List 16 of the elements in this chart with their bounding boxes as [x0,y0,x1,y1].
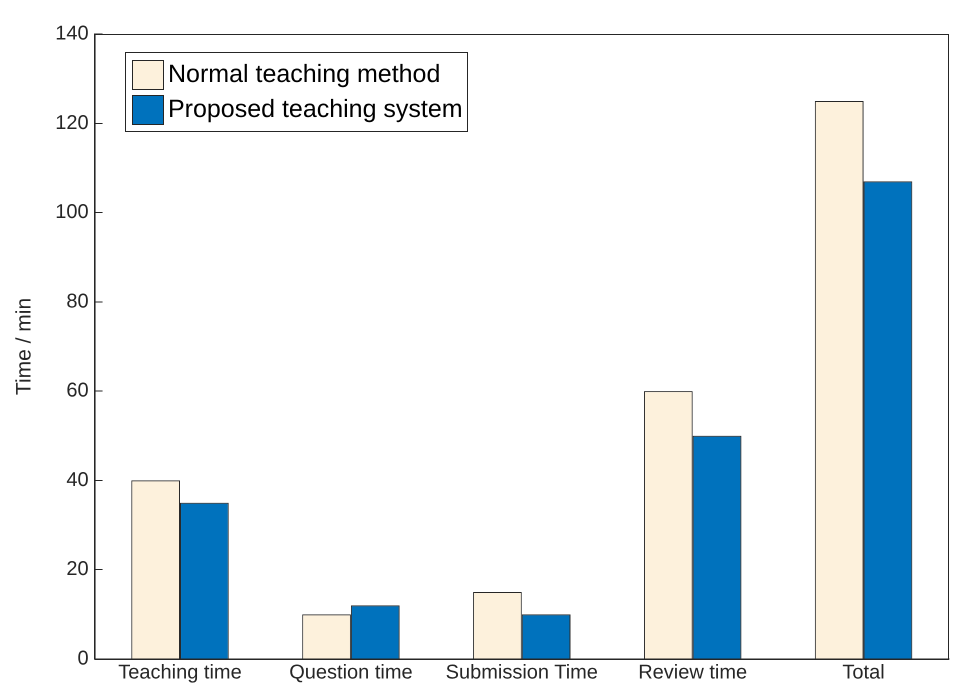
y-tick-label: 20 [66,558,89,580]
legend-label: Normal teaching method [168,59,440,90]
y-tick-label: 100 [55,201,89,224]
x-tick-label: Question time [289,662,413,684]
x-tick-label: Review time [638,662,748,684]
y-axis-title: Time / min [12,298,36,396]
y-tick-label: 140 [55,22,89,45]
y-tick-label: 40 [66,468,89,491]
y-tick-label: 60 [66,380,89,402]
x-tick-label: Submission Time [446,662,598,684]
y-tick-label: 0 [77,648,89,670]
y-tick-label: 80 [66,290,89,312]
x-tick-label: Teaching time [118,662,242,684]
legend-label: Proposed teaching system [168,94,463,125]
y-tick-label: 120 [55,112,89,134]
x-tick-label: Total [842,662,885,684]
